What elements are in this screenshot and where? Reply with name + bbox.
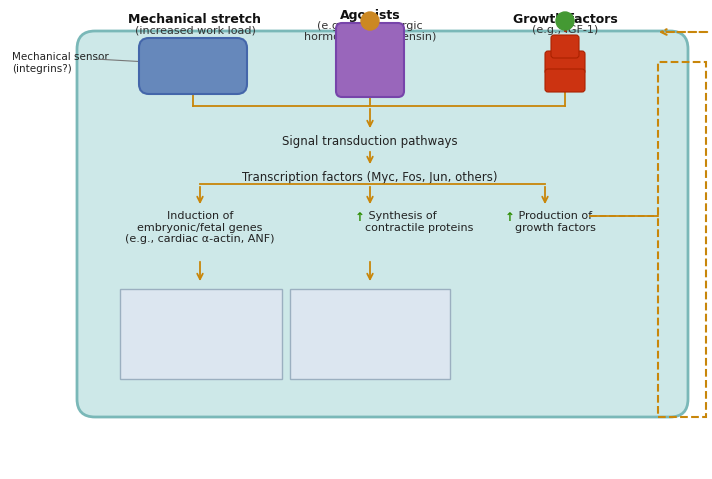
Text: Growth factors: Growth factors bbox=[513, 13, 617, 26]
Text: ↑: ↑ bbox=[505, 211, 515, 224]
FancyBboxPatch shape bbox=[545, 69, 585, 92]
Text: ↓: ↓ bbox=[129, 326, 140, 339]
Text: ↑: ↑ bbox=[299, 296, 310, 309]
FancyBboxPatch shape bbox=[545, 51, 585, 74]
FancyBboxPatch shape bbox=[336, 23, 404, 97]
Text: (e.g., IGF-1): (e.g., IGF-1) bbox=[532, 25, 598, 35]
FancyBboxPatch shape bbox=[77, 31, 688, 417]
FancyBboxPatch shape bbox=[290, 289, 450, 379]
Text: Induction of
embryonic/fetal genes
(e.g., cardiac α-actin, ANF): Induction of embryonic/fetal genes (e.g.… bbox=[125, 211, 275, 244]
Text: ↑: ↑ bbox=[129, 296, 140, 309]
Text: Synthesis of
contractile proteins: Synthesis of contractile proteins bbox=[365, 211, 473, 233]
FancyBboxPatch shape bbox=[139, 38, 247, 94]
Text: Signal transduction pathways: Signal transduction pathways bbox=[282, 135, 458, 148]
Text: Transcription factors (Myc, Fos, Jun, others): Transcription factors (Myc, Fos, Jun, ot… bbox=[242, 171, 498, 184]
Text: Mechanical stretch: Mechanical stretch bbox=[128, 13, 261, 26]
Text: (increased work load): (increased work load) bbox=[135, 25, 256, 35]
FancyBboxPatch shape bbox=[120, 289, 282, 379]
Text: hormones, angiotensin): hormones, angiotensin) bbox=[304, 32, 436, 42]
FancyBboxPatch shape bbox=[551, 35, 579, 58]
Text: Production of
growth factors: Production of growth factors bbox=[515, 211, 596, 233]
Text: Mechanical
performance;: Mechanical performance; bbox=[140, 296, 230, 324]
Text: Work load: Work load bbox=[140, 326, 206, 339]
Text: Mechanical sensor
(integrins?): Mechanical sensor (integrins?) bbox=[12, 52, 109, 74]
Text: ↑: ↑ bbox=[355, 211, 365, 224]
Text: (e.g., α–adrenergic: (e.g., α–adrenergic bbox=[317, 21, 423, 31]
Text: Agonists: Agonists bbox=[340, 9, 400, 22]
Circle shape bbox=[556, 12, 574, 30]
Circle shape bbox=[361, 12, 379, 30]
Text: Mechanical
performance: Mechanical performance bbox=[310, 296, 395, 324]
